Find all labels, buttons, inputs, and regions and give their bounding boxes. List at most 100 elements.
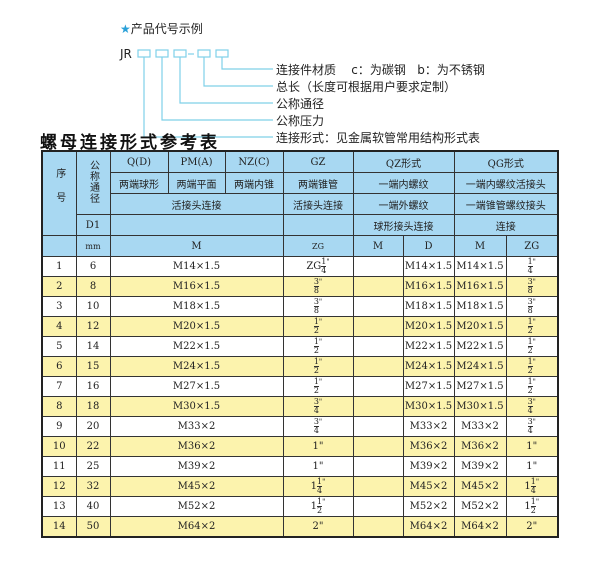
inch-mark: " <box>535 498 540 506</box>
cell-qg-m: M14×1.5 <box>453 256 507 277</box>
cell-no: 3 <box>41 296 77 317</box>
code-diagram <box>137 49 273 138</box>
header-gz-desc: 两端锥管 <box>282 172 354 194</box>
cell-dn: 32 <box>75 476 111 497</box>
cell-qg-m: M39×2 <box>453 456 507 477</box>
header-qg-desc2: 一端锥管螺纹接头 <box>453 193 559 215</box>
header-d1: D1 <box>75 214 111 236</box>
header-qg-m: M <box>453 235 507 257</box>
inch-mark: " <box>318 318 323 326</box>
header-q: Q(D) <box>109 150 169 173</box>
legend-material: 连接件材质 c：为碳钢 b：为不锈钢 <box>276 63 485 77</box>
fraction-denominator: 4 <box>527 426 533 435</box>
cell-zg: 1 1 4 " <box>282 476 354 497</box>
cell-m: M14×1.5 <box>109 256 284 277</box>
inch-mark: " <box>318 398 323 406</box>
fraction-numerator: 1 <box>527 377 533 387</box>
fraction-prefix: 1" <box>312 461 324 472</box>
header-zg: ZG <box>282 235 354 257</box>
inch-mark: " <box>532 298 536 306</box>
fraction-numerator: 3 <box>527 277 533 287</box>
cell-zg: 1" <box>282 456 354 477</box>
cell-zg: 2" <box>282 516 354 538</box>
cell-qz-m <box>352 356 404 377</box>
cell-qg-zg: 3 8 " <box>505 276 559 297</box>
fraction-denominator: 8 <box>527 286 533 295</box>
fraction-prefix: ZG <box>306 261 322 272</box>
table-row: 7 16 M27×1.5 1 2 " M27×1.5 M27×1.5 1 2 " <box>41 376 559 397</box>
header-pm: PM(A) <box>167 150 226 173</box>
inch-mark: " <box>318 418 323 426</box>
cell-qg-zg: 1 4 " <box>505 256 559 277</box>
leader-line-3 <box>179 57 273 104</box>
cell-m: M45×2 <box>109 476 284 497</box>
cell-m: M16×1.5 <box>109 276 284 297</box>
leader-line-4 <box>161 57 273 121</box>
cell-qz-m <box>352 276 404 297</box>
header-qz-desc2: 一端外螺纹 <box>352 193 455 215</box>
fraction-denominator: 4 <box>527 406 533 415</box>
cell-qg-m: M18×1.5 <box>453 296 507 317</box>
inch-mark: " <box>326 258 330 266</box>
leader-line-1 <box>221 57 273 70</box>
cell-qz-m <box>352 376 404 397</box>
fraction-denominator: 2 <box>313 326 319 335</box>
fraction-denominator: 2 <box>313 386 319 395</box>
cell-dn: 22 <box>75 436 111 457</box>
fraction-numerator: 3 <box>527 397 533 407</box>
header-blank <box>109 214 284 236</box>
table-row: 10 22 M36×2 1" M36×2 M36×2 1" <box>41 436 559 457</box>
cell-dn: 20 <box>75 416 111 437</box>
fraction-numerator: 3 <box>313 397 319 407</box>
inch-mark: " <box>535 478 540 486</box>
table-row: 3 10 M18×1.5 3 8 " M18×1.5 M18×1.5 3 8 " <box>41 296 559 317</box>
cell-qz-d: M30×1.5 <box>402 396 455 417</box>
cell-zg: 1 2 " <box>282 316 354 337</box>
cell-no: 4 <box>41 316 77 337</box>
table-row: 11 25 M39×2 1" M39×2 M39×2 1" <box>41 456 559 477</box>
cell-qz-m <box>352 516 404 538</box>
cell-qz-d: M27×1.5 <box>402 376 455 397</box>
header-blank-gz <box>282 214 354 236</box>
fraction-numerator: 3 <box>313 277 319 287</box>
legend-pressure: 公称压力 <box>276 114 325 128</box>
cell-zg: 1 2 " <box>282 336 354 357</box>
cell-zg: 1" <box>282 436 354 457</box>
cell-qz-m <box>352 496 404 517</box>
cell-m: M27×1.5 <box>109 376 284 397</box>
code-box-1 <box>137 49 151 58</box>
fraction-numerator: 1 <box>527 257 533 267</box>
cell-qg-zg: 1 2 " <box>505 316 559 337</box>
fraction-numerator: 1 <box>317 497 323 507</box>
inch-mark: " <box>318 298 323 306</box>
cell-qz-m <box>352 296 404 317</box>
cell-qg-zg: 3 8 " <box>505 296 559 317</box>
cell-dn: 25 <box>75 456 111 477</box>
fraction-denominator: 2 <box>313 366 319 375</box>
fraction-denominator: 4 <box>321 266 327 275</box>
fraction-denominator: 8 <box>313 286 319 295</box>
header-qg-desc3: 连接 <box>453 214 559 236</box>
cell-no: 7 <box>41 376 77 397</box>
cell-no: 13 <box>41 496 77 517</box>
header-nz: NZ(C) <box>224 150 284 173</box>
cell-no: 1 <box>41 256 77 277</box>
code-box-3 <box>173 49 187 58</box>
cell-no: 14 <box>41 516 77 538</box>
cell-qg-zg: 3 4 " <box>505 416 559 437</box>
cell-qg-m: M27×1.5 <box>453 376 507 397</box>
cell-no: 11 <box>41 456 77 477</box>
fraction-denominator: 2 <box>313 346 319 355</box>
cell-qg-m: M52×2 <box>453 496 507 517</box>
header-qz-desc3: 球形接头连接 <box>352 214 455 236</box>
